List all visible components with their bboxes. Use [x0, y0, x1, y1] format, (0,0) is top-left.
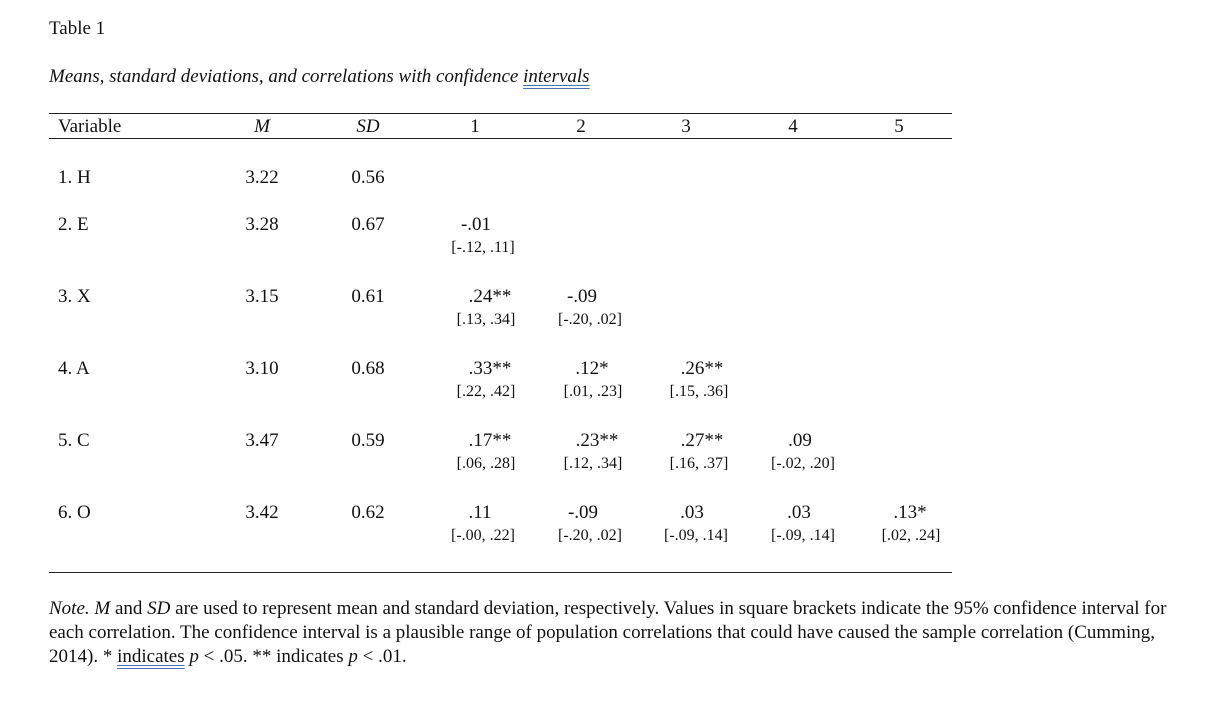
row-4-mean: 3.10 [245, 358, 279, 379]
note-text-1: are used to represent mean and standard … [49, 598, 1167, 667]
header-col-3: 3 [681, 116, 691, 137]
header-col-4: 4 [788, 116, 798, 137]
row-3-variable: 3. X [58, 286, 91, 307]
row-5-ci-2: [.12, .34] [563, 455, 623, 472]
table-top-rule [49, 113, 952, 114]
table-title-text: Means, standard deviations, and correlat… [49, 66, 524, 87]
note-p-symbol-2: p [348, 646, 358, 667]
header-sd: SD [356, 116, 380, 137]
row-3-r-2: -.09 [566, 286, 598, 307]
row-1-sd: 0.56 [351, 167, 385, 188]
header-mean: M [254, 116, 270, 137]
header-col-5: 5 [894, 116, 904, 137]
row-5-ci-3: [.16, .37] [669, 455, 729, 472]
row-6-r-5: .13* [893, 502, 927, 523]
table-title-flagged-word: intervals [523, 66, 590, 87]
row-6-r-4: .03 [787, 502, 811, 523]
row-4-r-2: .12* [575, 358, 609, 379]
row-6-r-3: .03 [680, 502, 704, 523]
row-6-r-1: .11 [468, 502, 492, 523]
row-2-mean: 3.28 [245, 214, 279, 235]
row-5-r-2: .23** [575, 430, 619, 451]
table-title: Means, standard deviations, and correlat… [49, 66, 590, 88]
note-p-symbol-1: p [189, 646, 199, 667]
note-and: and [110, 598, 148, 619]
row-6-ci-1: [-.00, .22] [451, 527, 515, 544]
row-4-r-1: .33** [468, 358, 512, 379]
table-header-rule [49, 138, 952, 139]
table-number: Table 1 [49, 18, 106, 39]
note-m-symbol: M [94, 598, 111, 619]
row-4-variable: 4. A [58, 358, 90, 379]
row-6-ci-5: [.02, .24] [881, 527, 941, 544]
row-5-mean: 3.47 [245, 430, 279, 451]
row-1-variable: 1. H [58, 167, 91, 188]
table-bottom-rule [49, 572, 952, 573]
row-2-ci-1: [-.12, .11] [451, 239, 515, 256]
row-3-ci-2: [-.20, .02] [558, 311, 622, 328]
row-3-ci-1: [.13, .34] [456, 311, 516, 328]
row-6-mean: 3.42 [245, 502, 279, 523]
row-3-sd: 0.61 [351, 286, 385, 307]
row-4-ci-2: [.01, .23] [563, 383, 623, 400]
row-6-ci-4: [-.09, .14] [771, 527, 835, 544]
row-5-variable: 5. C [58, 430, 90, 451]
note-flagged-word: indicates [117, 646, 185, 667]
row-3-r-1: .24** [468, 286, 512, 307]
row-4-r-3: .26** [680, 358, 724, 379]
row-5-r-4: .09 [788, 430, 812, 451]
row-5-r-3: .27** [680, 430, 724, 451]
note-label: Note. [49, 598, 90, 619]
row-2-variable: 2. E [58, 214, 89, 235]
header-col-1: 1 [470, 116, 480, 137]
row-6-sd: 0.62 [351, 502, 385, 523]
note-text-2: < .05. ** indicates [198, 646, 349, 667]
row-4-sd: 0.68 [351, 358, 385, 379]
note-sd-symbol: SD [147, 598, 171, 619]
row-5-ci-1: [.06, .28] [456, 455, 516, 472]
row-5-sd: 0.59 [351, 430, 385, 451]
row-3-mean: 3.15 [245, 286, 279, 307]
row-2-r-1: -.01 [460, 214, 492, 235]
row-4-ci-3: [.15, .36] [669, 383, 729, 400]
row-4-ci-1: [.22, .42] [456, 383, 516, 400]
row-6-ci-3: [-.09, .14] [664, 527, 728, 544]
row-6-variable: 6. O [58, 502, 91, 523]
row-5-ci-4: [-.02, .20] [771, 455, 835, 472]
row-5-r-1: .17** [468, 430, 512, 451]
row-1-mean: 3.22 [245, 167, 279, 188]
header-variable: Variable [58, 116, 122, 137]
table-note: Note. M and SD are used to represent mea… [49, 597, 1189, 669]
row-6-r-2: -.09 [567, 502, 599, 523]
row-2-sd: 0.67 [351, 214, 385, 235]
note-text-3: < .01. [357, 646, 407, 667]
header-col-2: 2 [576, 116, 586, 137]
row-6-ci-2: [-.20, .02] [558, 527, 622, 544]
